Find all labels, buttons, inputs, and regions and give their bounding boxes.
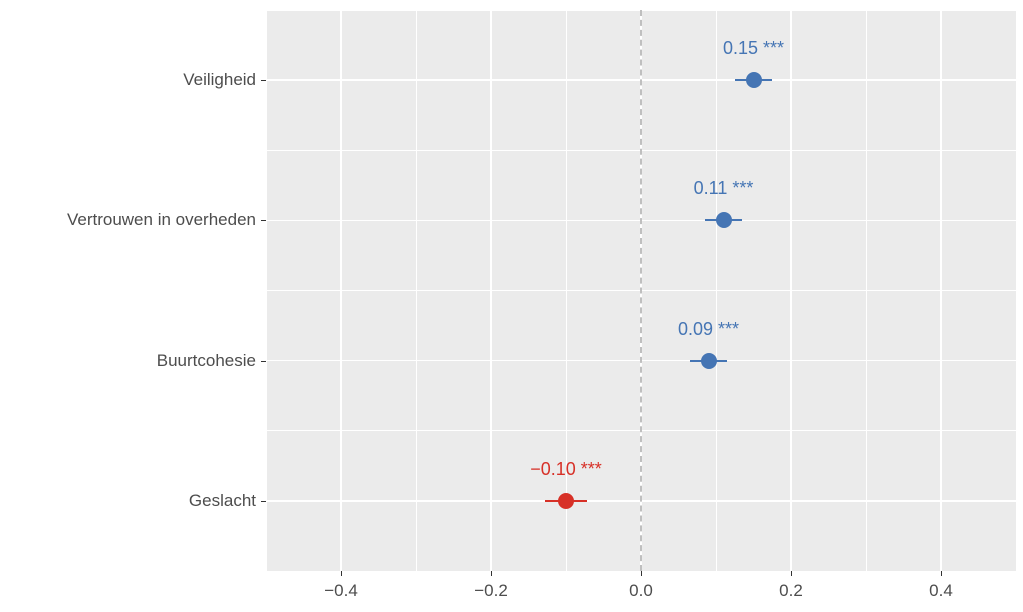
x-tick-label: −0.4 — [324, 581, 358, 601]
y-tick-mark — [261, 361, 266, 362]
estimate-label: 0.15 *** — [723, 38, 784, 59]
x-tick-mark — [791, 571, 792, 576]
reference-line-zero — [640, 10, 642, 571]
y-tick-label: Geslacht — [189, 491, 256, 511]
y-tick-label: Veiligheid — [183, 70, 256, 90]
estimate-label: 0.11 *** — [694, 178, 754, 199]
estimate-point — [701, 353, 717, 369]
y-tick-mark — [261, 80, 266, 81]
plot-panel: 0.15 *** 0.11 *** 0.09 *** −0.10 *** — [266, 10, 1016, 571]
x-tick-label: 0.0 — [629, 581, 653, 601]
x-tick-mark — [491, 571, 492, 576]
y-tick-mark — [261, 220, 266, 221]
x-tick-label: −0.2 — [474, 581, 508, 601]
x-tick-mark — [341, 571, 342, 576]
y-tick-label: Vertrouwen in overheden — [67, 210, 256, 230]
x-tick-label: 0.4 — [929, 581, 953, 601]
x-tick-label: 0.2 — [779, 581, 803, 601]
x-tick-mark — [941, 571, 942, 576]
y-tick-mark — [261, 501, 266, 502]
estimate-point — [558, 493, 574, 509]
coefficient-plot: 0.15 *** 0.11 *** 0.09 *** −0.10 *** Veilig… — [0, 0, 1023, 612]
y-tick-label: Buurtcohesie — [157, 351, 256, 371]
estimate-label: −0.10 *** — [530, 459, 602, 480]
estimate-label: 0.09 *** — [678, 319, 739, 340]
x-tick-mark — [641, 571, 642, 576]
estimate-point — [746, 72, 762, 88]
estimate-point — [716, 212, 732, 228]
